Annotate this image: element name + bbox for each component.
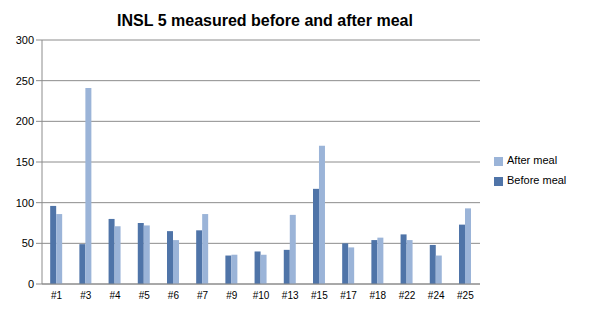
svg-text:#6: #6 xyxy=(168,290,180,301)
svg-text:#9: #9 xyxy=(226,290,238,301)
svg-text:#10: #10 xyxy=(253,290,270,301)
svg-text:#17: #17 xyxy=(340,290,357,301)
svg-text:#13: #13 xyxy=(282,290,299,301)
svg-text:#1: #1 xyxy=(51,290,63,301)
svg-text:#15: #15 xyxy=(311,290,328,301)
svg-text:300: 300 xyxy=(16,34,34,46)
svg-text:50: 50 xyxy=(22,237,34,249)
svg-text:#18: #18 xyxy=(369,290,386,301)
svg-text:#7: #7 xyxy=(197,290,209,301)
html-text:Before meal: Before meal xyxy=(507,174,567,186)
svg-text:#4: #4 xyxy=(109,290,121,301)
svg-text:150: 150 xyxy=(16,156,34,168)
svg-text:200: 200 xyxy=(16,115,34,127)
html-text:After meal: After meal xyxy=(507,154,558,166)
svg-text:#24: #24 xyxy=(428,290,445,301)
svg-text:#25: #25 xyxy=(457,290,474,301)
svg-text:0: 0 xyxy=(28,278,34,290)
svg-text:#22: #22 xyxy=(399,290,416,301)
svg-text:#3: #3 xyxy=(80,290,92,301)
svg-text:250: 250 xyxy=(16,75,34,87)
svg-text:100: 100 xyxy=(16,197,34,209)
html-text:INSL 5 measured before and aft: INSL 5 measured before and after meal xyxy=(117,12,413,29)
svg-text:#5: #5 xyxy=(139,290,151,301)
